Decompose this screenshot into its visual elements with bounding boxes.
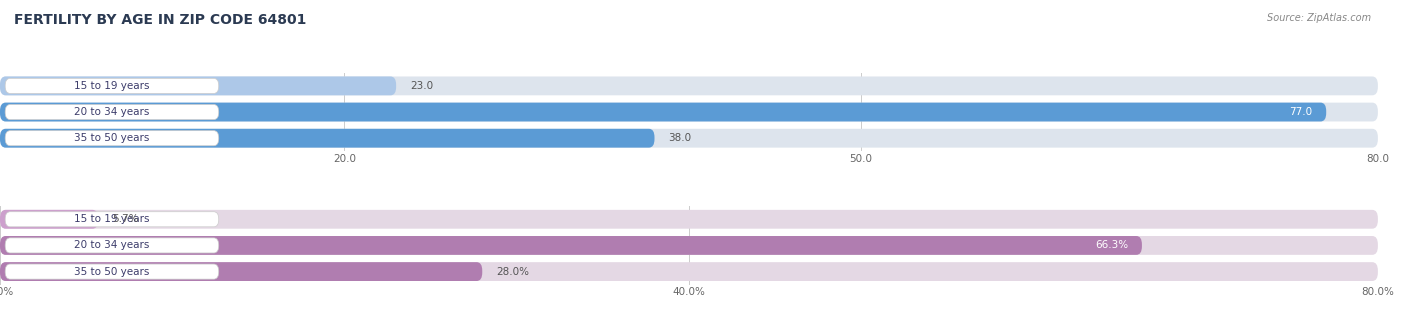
FancyBboxPatch shape xyxy=(0,262,482,281)
Text: 20 to 34 years: 20 to 34 years xyxy=(75,240,149,251)
Text: 28.0%: 28.0% xyxy=(496,266,529,277)
Text: Source: ZipAtlas.com: Source: ZipAtlas.com xyxy=(1267,13,1371,23)
Text: 35 to 50 years: 35 to 50 years xyxy=(75,266,149,277)
FancyBboxPatch shape xyxy=(6,105,219,119)
FancyBboxPatch shape xyxy=(6,78,219,93)
FancyBboxPatch shape xyxy=(6,238,219,253)
Text: 23.0: 23.0 xyxy=(411,81,433,91)
Text: FERTILITY BY AGE IN ZIP CODE 64801: FERTILITY BY AGE IN ZIP CODE 64801 xyxy=(14,13,307,27)
FancyBboxPatch shape xyxy=(6,212,219,227)
FancyBboxPatch shape xyxy=(0,210,98,229)
FancyBboxPatch shape xyxy=(0,236,1142,255)
FancyBboxPatch shape xyxy=(0,129,654,148)
Text: 20 to 34 years: 20 to 34 years xyxy=(75,107,149,117)
Text: 15 to 19 years: 15 to 19 years xyxy=(75,214,149,224)
FancyBboxPatch shape xyxy=(0,76,1378,95)
FancyBboxPatch shape xyxy=(0,129,1378,148)
FancyBboxPatch shape xyxy=(0,103,1378,121)
FancyBboxPatch shape xyxy=(0,76,396,95)
FancyBboxPatch shape xyxy=(6,131,219,146)
Text: 77.0: 77.0 xyxy=(1289,107,1312,117)
Text: 38.0: 38.0 xyxy=(668,133,692,143)
Text: 15 to 19 years: 15 to 19 years xyxy=(75,81,149,91)
Text: 5.7%: 5.7% xyxy=(112,214,138,224)
Text: 35 to 50 years: 35 to 50 years xyxy=(75,133,149,143)
FancyBboxPatch shape xyxy=(0,236,1378,255)
FancyBboxPatch shape xyxy=(6,264,219,279)
FancyBboxPatch shape xyxy=(0,210,1378,229)
Text: 66.3%: 66.3% xyxy=(1095,240,1128,251)
FancyBboxPatch shape xyxy=(0,103,1326,121)
FancyBboxPatch shape xyxy=(0,262,1378,281)
